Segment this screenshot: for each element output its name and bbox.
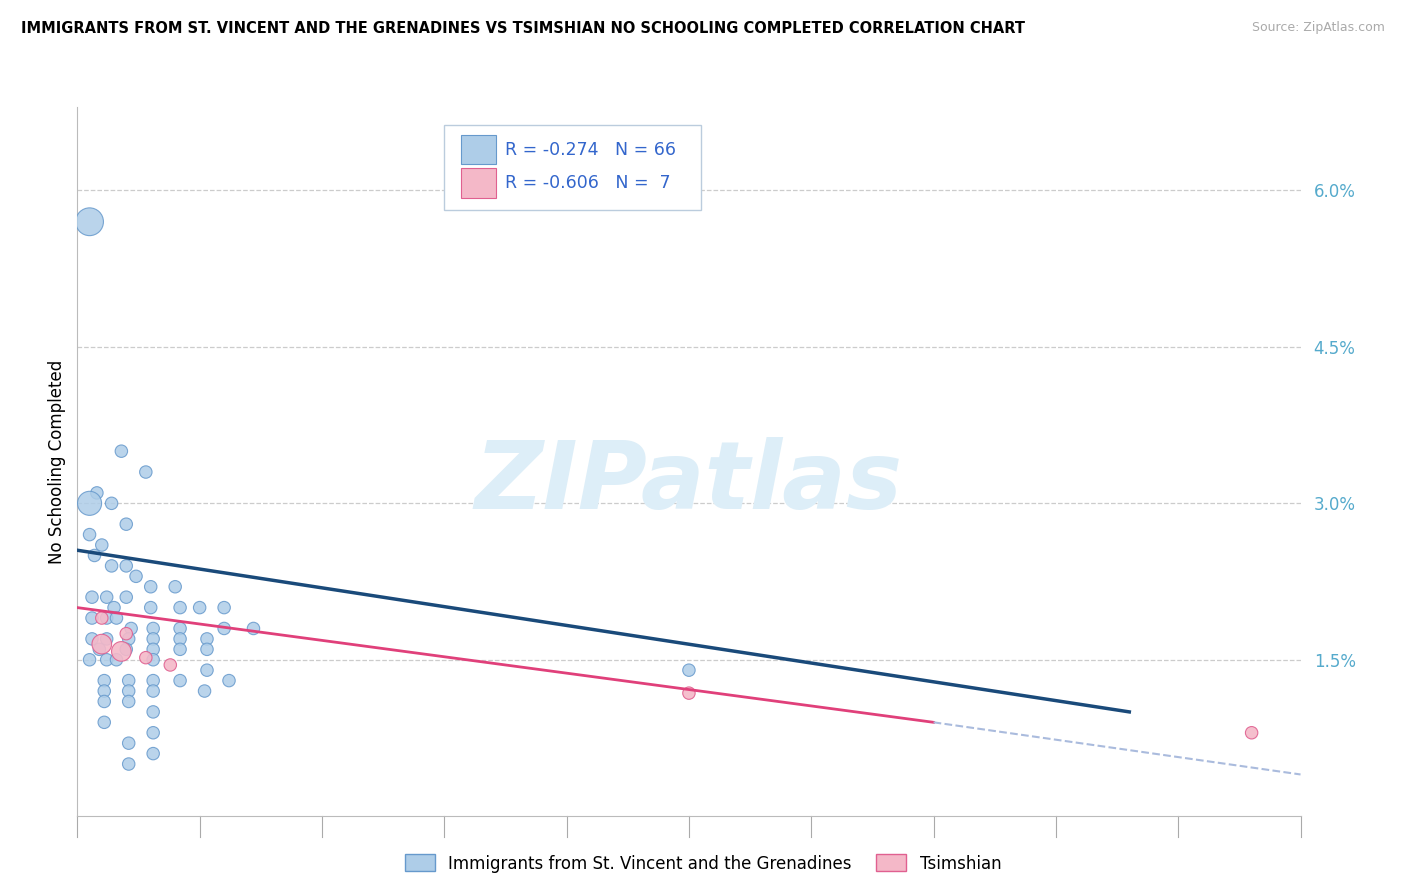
Point — [96, 590, 118, 604]
Point — [103, 600, 125, 615]
Point — [105, 611, 128, 625]
Point — [80, 590, 103, 604]
Point — [212, 622, 235, 636]
Point — [115, 626, 138, 640]
Point — [135, 650, 157, 665]
Point — [80, 632, 103, 646]
FancyBboxPatch shape — [444, 125, 702, 210]
Y-axis label: No Schooling Completed: No Schooling Completed — [48, 359, 66, 564]
Point — [115, 517, 138, 532]
Point — [120, 622, 142, 636]
Point — [105, 653, 128, 667]
Point — [110, 644, 132, 658]
Point — [169, 632, 191, 646]
Point — [135, 465, 157, 479]
Point — [142, 673, 165, 688]
Point — [242, 622, 264, 636]
Point — [142, 653, 165, 667]
Point — [1240, 725, 1263, 739]
Point — [125, 569, 148, 583]
Point — [195, 632, 218, 646]
Point — [139, 600, 162, 615]
Point — [96, 632, 118, 646]
Point — [79, 527, 101, 541]
Point — [79, 653, 101, 667]
Point — [115, 558, 138, 573]
Point — [169, 642, 191, 657]
Point — [96, 611, 118, 625]
Point — [93, 715, 115, 730]
Point — [188, 600, 211, 615]
Text: Source: ZipAtlas.com: Source: ZipAtlas.com — [1251, 21, 1385, 34]
Point — [142, 684, 165, 698]
Point — [195, 663, 218, 677]
Point — [118, 673, 141, 688]
Point — [165, 580, 187, 594]
Text: ZIPatlas: ZIPatlas — [475, 437, 903, 529]
Point — [142, 747, 165, 761]
Text: R = -0.274   N = 66: R = -0.274 N = 66 — [506, 141, 676, 159]
Point — [139, 580, 162, 594]
Point — [169, 600, 191, 615]
Point — [169, 622, 191, 636]
FancyBboxPatch shape — [461, 135, 496, 164]
Point — [118, 694, 141, 708]
Point — [110, 444, 132, 458]
Point — [118, 632, 141, 646]
Point — [142, 632, 165, 646]
Point — [79, 215, 101, 229]
Point — [169, 673, 191, 688]
Point — [93, 694, 115, 708]
Point — [79, 496, 101, 510]
Point — [142, 622, 165, 636]
Point — [89, 642, 111, 657]
Point — [678, 686, 700, 700]
Point — [90, 611, 112, 625]
Point — [118, 757, 141, 772]
Point — [100, 558, 122, 573]
Legend: Immigrants from St. Vincent and the Grenadines, Tsimshian: Immigrants from St. Vincent and the Gren… — [398, 847, 1008, 880]
Text: R = -0.606   N =  7: R = -0.606 N = 7 — [506, 174, 671, 192]
Point — [115, 590, 138, 604]
Point — [80, 611, 103, 625]
Point — [118, 736, 141, 750]
Point — [193, 684, 215, 698]
Point — [93, 684, 115, 698]
Point — [83, 549, 105, 563]
Point — [90, 538, 112, 552]
Point — [115, 642, 138, 657]
Point — [159, 657, 181, 672]
Point — [195, 642, 218, 657]
Point — [90, 637, 112, 651]
FancyBboxPatch shape — [461, 168, 496, 198]
Point — [86, 486, 108, 500]
Point — [142, 642, 165, 657]
Point — [100, 496, 122, 510]
Point — [212, 600, 235, 615]
Point — [218, 673, 240, 688]
Point — [93, 673, 115, 688]
Point — [142, 705, 165, 719]
Point — [118, 684, 141, 698]
Point — [142, 725, 165, 739]
Point — [678, 663, 700, 677]
Text: IMMIGRANTS FROM ST. VINCENT AND THE GRENADINES VS TSIMSHIAN NO SCHOOLING COMPLET: IMMIGRANTS FROM ST. VINCENT AND THE GREN… — [21, 21, 1025, 36]
Point — [96, 653, 118, 667]
